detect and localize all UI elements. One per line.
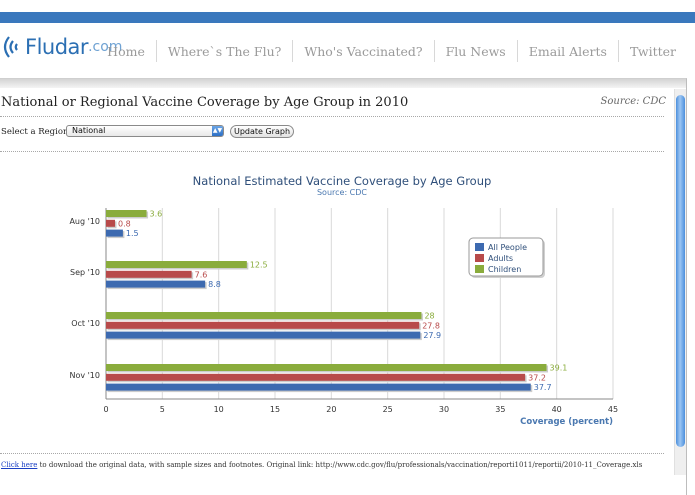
bar-all-people [106, 280, 206, 288]
data-label: 7.6 [195, 270, 208, 279]
x-tick-label: 15 [270, 405, 280, 414]
bar-adults [106, 270, 192, 278]
data-label: 0.8 [118, 219, 131, 228]
x-axis-label: Coverage (percent) [520, 417, 613, 427]
chart-title: National Estimated Vaccine Coverage by A… [193, 174, 492, 188]
bar-adults [106, 321, 420, 329]
data-label: 28 [424, 312, 434, 321]
data-label: 12.5 [250, 261, 268, 270]
nav-email-alerts[interactable]: Email Alerts [528, 43, 607, 59]
coverage-bar-chart: National Estimated Vaccine Coverage by A… [69, 174, 618, 427]
x-tick-label: 45 [608, 405, 618, 414]
nav-wheres-the-flu[interactable]: Where`s The Flu? [167, 43, 282, 59]
data-label: 8.8 [208, 280, 221, 289]
x-tick-label: 35 [495, 405, 505, 414]
y-category-label: Sep '10 [70, 268, 100, 277]
nav-divider [433, 40, 435, 62]
update-graph-button[interactable]: Update Graph [230, 125, 294, 138]
legend-box [468, 237, 544, 277]
bar-children [106, 210, 147, 217]
legend-swatch [475, 243, 484, 251]
bar-children [106, 364, 547, 371]
bar-all-people [106, 383, 531, 391]
nav-whos-vaccinated[interactable]: Who's Vaccinated? [304, 43, 423, 59]
content-frame: National or Regional Vaccine Coverage by… [0, 78, 687, 495]
x-tick-label: 40 [552, 405, 562, 414]
data-label: 27.9 [423, 331, 441, 340]
chart-subtitle: Source: CDC [317, 188, 367, 197]
logo-name: Fludar [25, 35, 89, 59]
nav-twitter[interactable]: Twitter [629, 43, 676, 59]
data-label: 27.8 [422, 321, 440, 330]
data-label: 3.6 [150, 210, 163, 219]
x-tick-label: 5 [160, 405, 165, 414]
bar-adults [106, 219, 116, 227]
page-title: National or Regional Vaccine Coverage by… [1, 95, 409, 110]
legend-item: Children [488, 265, 521, 274]
x-tick-label: 30 [439, 405, 449, 414]
footnote-text: to download the original data, with samp… [37, 461, 643, 469]
page-source: Source: CDC [600, 96, 666, 107]
y-category-label: Aug '10 [69, 217, 100, 226]
nav-flu-news[interactable]: Flu News [445, 43, 506, 59]
footnote: Click here to download the original data… [1, 461, 665, 469]
frame-top-edge [0, 79, 686, 88]
nav-divider [617, 40, 619, 62]
scrollbar-thumb[interactable] [676, 95, 685, 447]
y-category-label: Nov '10 [69, 371, 100, 380]
legend-swatch [475, 265, 484, 273]
legend-item: Adults [488, 254, 513, 263]
nav-divider [292, 40, 294, 62]
download-link[interactable]: Click here [1, 461, 38, 469]
data-label: 37.7 [534, 383, 552, 392]
select-arrows-icon: ▲▼ [212, 126, 223, 136]
data-label: 39.1 [550, 364, 568, 373]
x-tick-label: 25 [383, 405, 393, 414]
dotted-divider [0, 116, 664, 117]
region-select-value: National [72, 126, 106, 135]
y-category-label: Oct '10 [71, 319, 100, 328]
bar-children [106, 312, 422, 319]
site-logo[interactable]: Fludar .com [0, 32, 122, 62]
bar-all-people [106, 229, 123, 237]
main-nav: Home Where`s The Flu? Who's Vaccinated? … [96, 40, 687, 62]
top-accent-bar [0, 12, 695, 23]
data-label: 37.2 [528, 373, 546, 382]
logo-suffix: .com [88, 39, 123, 55]
nav-home[interactable]: Home [107, 43, 145, 59]
bar-adults [106, 373, 526, 381]
scrollbar[interactable] [674, 89, 686, 475]
nav-divider [516, 40, 518, 62]
nav-divider [155, 40, 157, 62]
region-label: Select a Region: [1, 127, 72, 137]
x-tick-label: 10 [214, 405, 224, 414]
radar-waves-icon [3, 36, 18, 58]
legend-item: All People [488, 243, 527, 252]
x-tick-label: 0 [103, 405, 108, 414]
dotted-divider [0, 151, 664, 152]
region-select[interactable]: National ▲▼ [66, 125, 224, 137]
data-label: 1.5 [126, 229, 139, 238]
legend-swatch [475, 254, 484, 262]
x-tick-label: 20 [326, 405, 336, 414]
dotted-divider [0, 453, 664, 454]
bar-children [106, 261, 247, 268]
bar-all-people [106, 331, 421, 339]
